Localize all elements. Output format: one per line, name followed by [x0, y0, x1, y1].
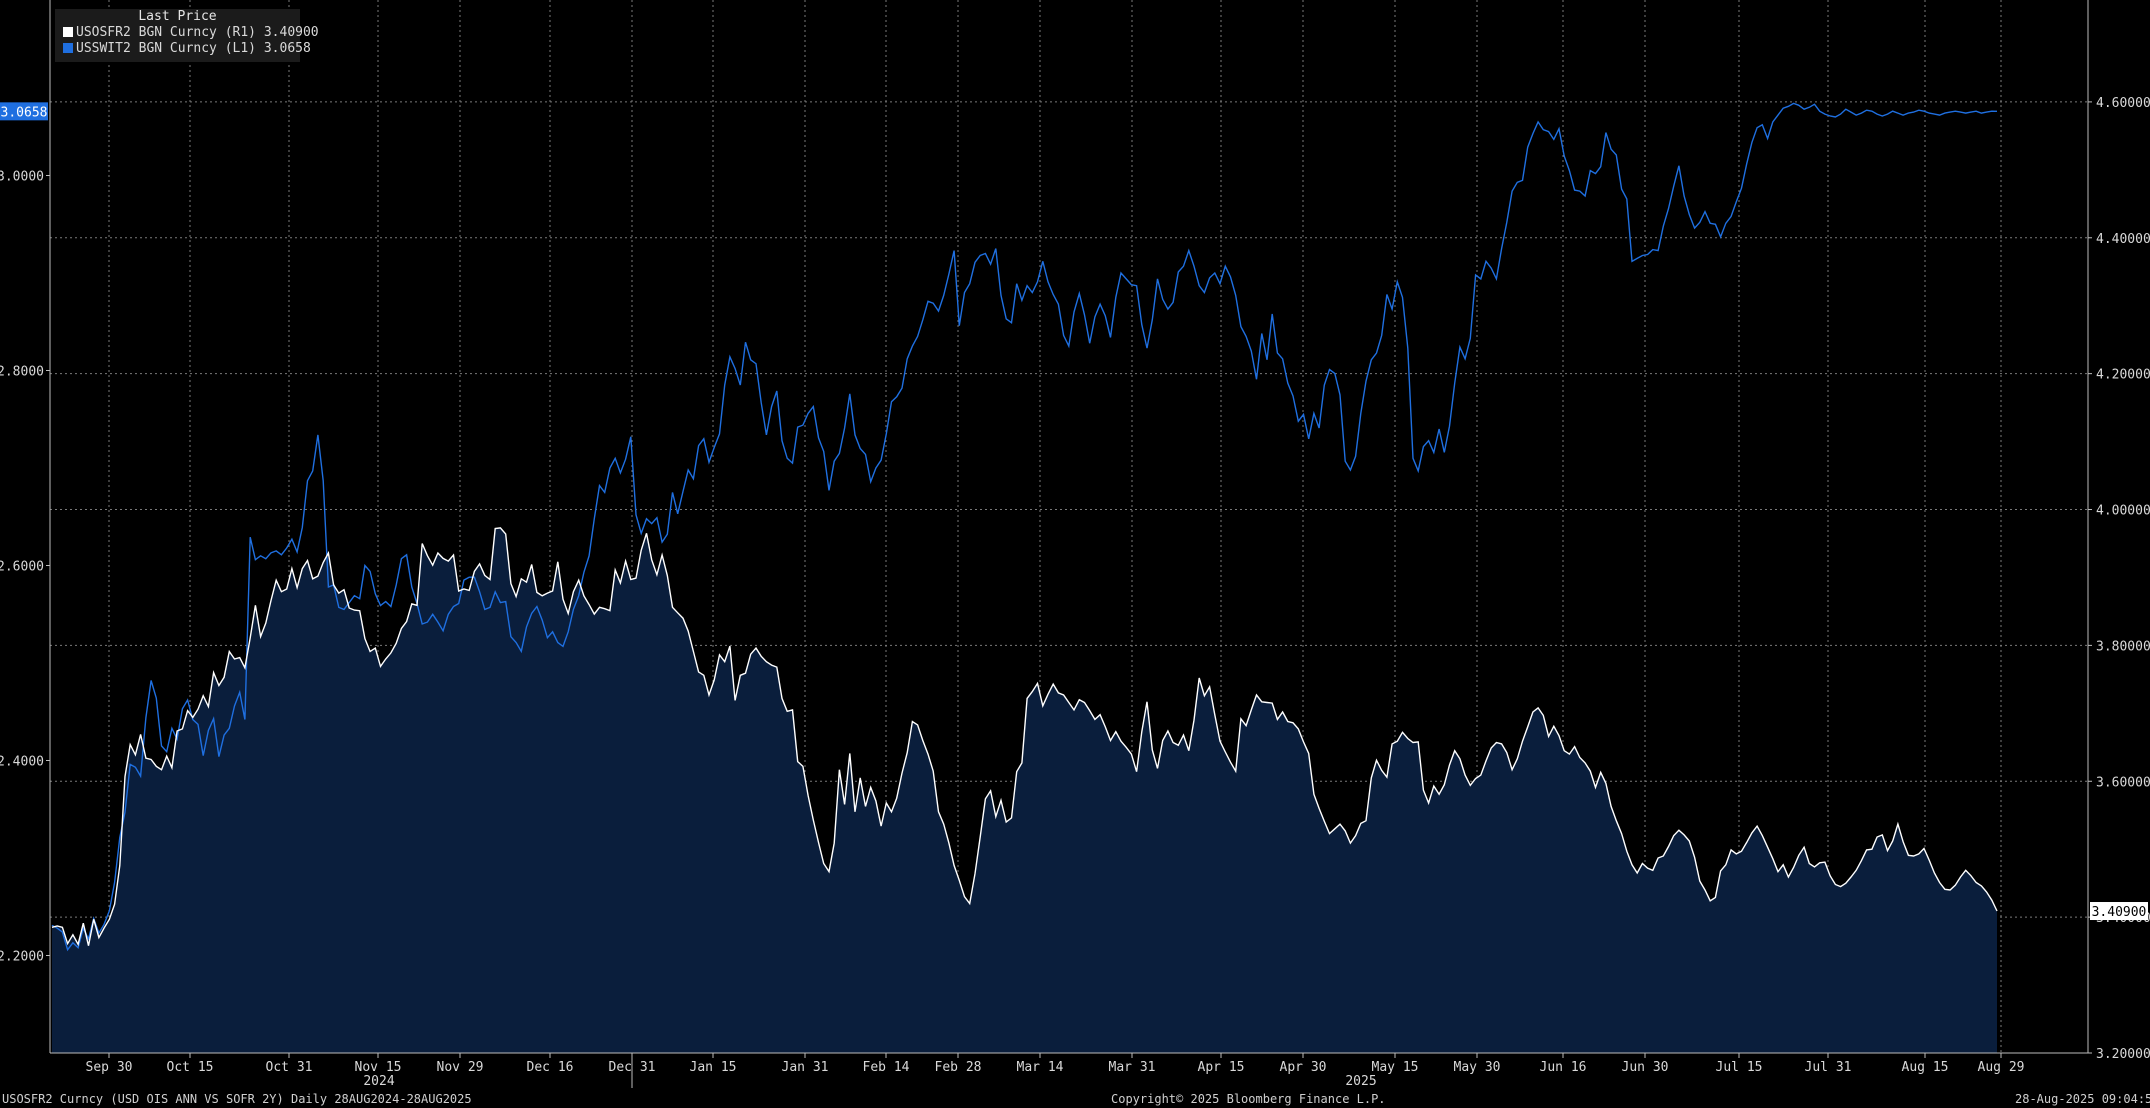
legend-panel: Last Price USOSFR2 BGN Curncy (R1) 3.409…: [55, 9, 319, 62]
left-tick-label: 2.8000: [0, 365, 44, 380]
x-tick-label: Jun 16: [1540, 1060, 1587, 1075]
year-label: 2025: [1345, 1074, 1376, 1089]
right-tick-label: 4.00000: [2096, 504, 2150, 519]
x-tick-label: Feb 28: [935, 1060, 982, 1075]
left-tick-label: 2.4000: [0, 755, 44, 770]
x-tick-label: Oct 31: [266, 1060, 313, 1075]
x-tick-label: Jun 30: [1622, 1060, 1669, 1075]
left-tick-label: 2.2000: [0, 950, 44, 965]
legend-swatch-white: [63, 27, 73, 37]
footer-copyright: Copyright© 2025 Bloomberg Finance L.P.: [1111, 1092, 1386, 1106]
legend-entry-usosfr2[interactable]: USOSFR2 BGN Curncy (R1) 3.40900: [55, 25, 319, 41]
footer-ticker-description: USOSFR2 Curncy (USD OIS ANN VS SOFR 2Y) …: [2, 1092, 472, 1106]
x-tick-label: May 15: [1372, 1060, 1419, 1075]
x-tick-label: Mar 31: [1109, 1060, 1156, 1075]
x-tick-label: Jan 15: [690, 1060, 737, 1075]
left-tick-label: 2.6000: [0, 560, 44, 575]
x-tick-label: Apr 30: [1280, 1060, 1327, 1075]
x-tick-label: Jul 31: [1805, 1060, 1852, 1075]
legend-title: Last Price: [138, 9, 217, 24]
footer-timestamp: 28-Aug-2025 09:04:53: [2015, 1092, 2150, 1106]
x-tick-label: Aug 15: [1902, 1060, 1949, 1075]
series-line-usosfr2: [51, 527, 1998, 947]
right-tick-label: 4.40000: [2096, 232, 2150, 247]
x-tick-label: Jul 15: [1716, 1060, 1763, 1075]
legend-label-usosfr2: USOSFR2 BGN Curncy (R1) 3.40900: [76, 25, 319, 40]
right-tick-label: 4.20000: [2096, 368, 2150, 383]
right-tick-label: 3.60000: [2096, 775, 2150, 790]
x-tick-label: Apr 15: [1198, 1060, 1245, 1075]
x-tick-label: Oct 15: [167, 1060, 214, 1075]
x-tick-label: Feb 14: [863, 1060, 910, 1075]
x-tick-label: Sep 30: [86, 1060, 133, 1075]
x-tick-label: Mar 14: [1017, 1060, 1064, 1075]
series-line-usswit2: [51, 102, 1998, 952]
x-tick-label: Aug 29: [1978, 1060, 2025, 1075]
left-tick-label: 3.0000: [0, 170, 44, 185]
right-last-value-tag: [2090, 902, 2148, 921]
right-last-value-label: 3.40900: [2092, 905, 2147, 920]
x-tick-label: May 30: [1454, 1060, 1501, 1075]
x-tick-label: Nov 15: [355, 1060, 402, 1075]
legend-label-usswit2: USSWIT2 BGN Curncy (L1) 3.0658: [76, 41, 311, 56]
left-last-value-tag: [0, 102, 48, 121]
x-tick-label: Dec 16: [527, 1060, 574, 1075]
right-tick-label: 3.20000: [2096, 1047, 2150, 1062]
year-label: 2024: [363, 1074, 394, 1089]
series-area-usosfr2: [52, 527, 1997, 1053]
legend-swatch-blue: [63, 43, 73, 53]
right-tick-label: 4.60000: [2096, 96, 2150, 111]
left-last-value-label: 3.0658: [1, 105, 48, 120]
x-tick-label: Nov 29: [437, 1060, 484, 1075]
legend-entry-usswit2[interactable]: USSWIT2 BGN Curncy (L1) 3.0658: [55, 41, 311, 57]
right-tick-label: 3.80000: [2096, 639, 2150, 654]
x-tick-label: Jan 31: [782, 1060, 829, 1075]
